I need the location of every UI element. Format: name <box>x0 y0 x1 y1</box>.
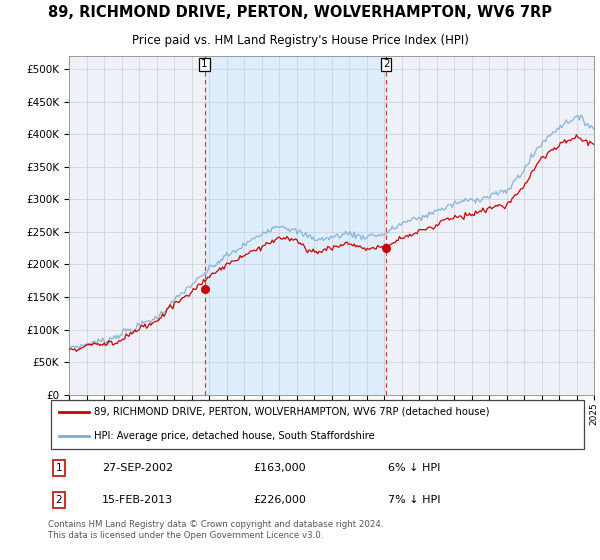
Text: Price paid vs. HM Land Registry's House Price Index (HPI): Price paid vs. HM Land Registry's House … <box>131 34 469 47</box>
Text: 15-FEB-2013: 15-FEB-2013 <box>102 495 173 505</box>
Text: £226,000: £226,000 <box>253 495 306 505</box>
Text: 27-SEP-2002: 27-SEP-2002 <box>102 463 173 473</box>
Text: 7% ↓ HPI: 7% ↓ HPI <box>388 495 440 505</box>
Bar <box>205 56 386 395</box>
FancyBboxPatch shape <box>50 400 584 449</box>
Text: 2: 2 <box>383 59 389 69</box>
Text: 6% ↓ HPI: 6% ↓ HPI <box>388 463 440 473</box>
Text: £163,000: £163,000 <box>253 463 306 473</box>
Text: Contains HM Land Registry data © Crown copyright and database right 2024.
This d: Contains HM Land Registry data © Crown c… <box>48 520 383 539</box>
Text: 89, RICHMOND DRIVE, PERTON, WOLVERHAMPTON, WV6 7RP (detached house): 89, RICHMOND DRIVE, PERTON, WOLVERHAMPTO… <box>94 407 490 417</box>
Text: HPI: Average price, detached house, South Staffordshire: HPI: Average price, detached house, Sout… <box>94 431 374 441</box>
Text: 89, RICHMOND DRIVE, PERTON, WOLVERHAMPTON, WV6 7RP: 89, RICHMOND DRIVE, PERTON, WOLVERHAMPTO… <box>48 5 552 20</box>
Text: 2: 2 <box>55 495 62 505</box>
Text: 1: 1 <box>202 59 208 69</box>
Text: 1: 1 <box>55 463 62 473</box>
